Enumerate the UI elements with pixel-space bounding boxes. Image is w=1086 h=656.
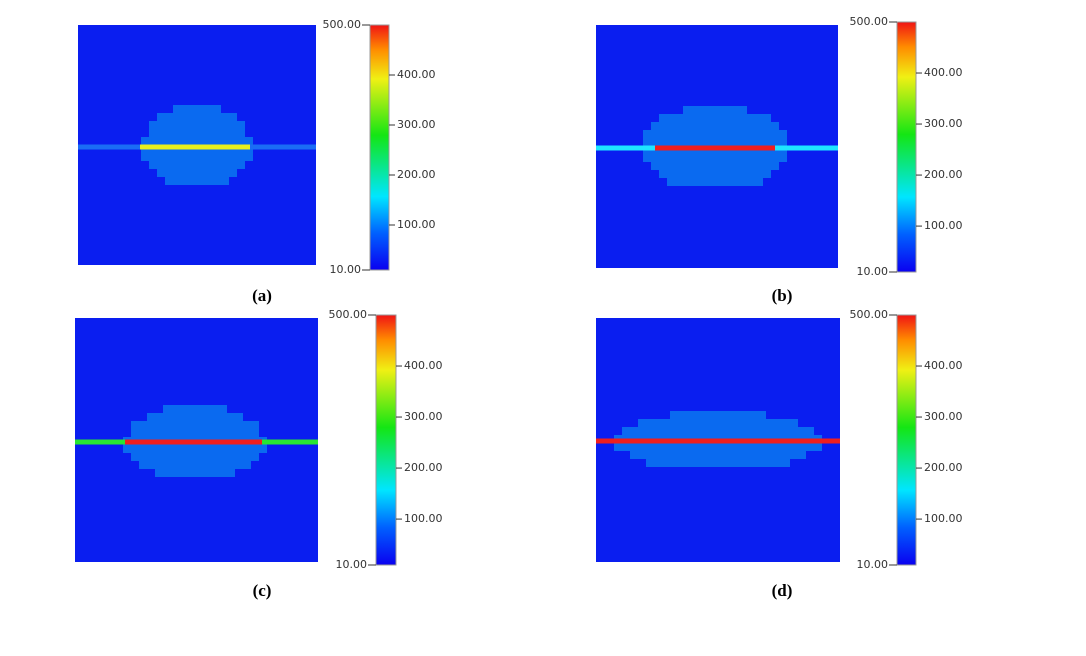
tick-label: 300.00: [397, 118, 436, 131]
melt-region: [638, 419, 798, 427]
panel-label: (d): [772, 581, 793, 600]
tick-label: 100.00: [924, 512, 963, 525]
tick-label: 300.00: [924, 117, 963, 130]
tick-label: 500.00: [850, 308, 889, 321]
melt-region: [149, 129, 245, 137]
melt-region: [157, 113, 237, 121]
melt-region: [643, 138, 787, 146]
panel-label: (c): [253, 581, 272, 600]
tick-label: 500.00: [850, 15, 889, 28]
tick-label: 300.00: [924, 410, 963, 423]
tick-label: 10.00: [330, 263, 362, 276]
tick-label: 500.00: [323, 18, 362, 31]
melt-region: [646, 459, 790, 467]
melt-region: [141, 153, 253, 161]
tick-label: 10.00: [857, 265, 889, 278]
panel-label: (b): [772, 286, 793, 305]
melt-region: [123, 445, 267, 453]
tick-label: 10.00: [857, 558, 889, 571]
melt-region: [614, 443, 822, 451]
melt-region: [131, 421, 259, 429]
melt-region: [155, 469, 235, 477]
melt-region: [163, 405, 227, 413]
tick-label: 400.00: [924, 359, 963, 372]
colorbar: [896, 21, 917, 273]
tick-label: 100.00: [397, 218, 436, 231]
melt-region: [157, 169, 237, 177]
melt-region: [173, 105, 221, 113]
melt-region: [131, 429, 259, 437]
line-inner: [140, 144, 250, 150]
melt-region: [149, 121, 245, 129]
melt-region: [139, 461, 251, 469]
line-inner: [655, 145, 775, 151]
line-inner: [615, 438, 812, 444]
melt-region: [147, 413, 243, 421]
tick-label: 300.00: [404, 410, 443, 423]
melt-region: [651, 122, 779, 130]
tick-label: 500.00: [329, 308, 368, 321]
melt-region: [622, 427, 814, 435]
melt-region: [643, 130, 787, 138]
melt-region: [131, 453, 259, 461]
panel-label: (a): [252, 286, 272, 305]
colorbar: [369, 24, 390, 271]
line-inner: [125, 439, 262, 445]
tick-label: 200.00: [397, 168, 436, 181]
melt-region: [149, 161, 245, 169]
melt-region: [659, 170, 771, 178]
tick-label: 200.00: [924, 168, 963, 181]
melt-region: [630, 451, 806, 459]
melt-region: [165, 177, 229, 185]
melt-region: [141, 137, 253, 145]
tick-label: 10.00: [336, 558, 368, 571]
tick-label: 200.00: [404, 461, 443, 474]
melt-region: [670, 411, 766, 419]
tick-label: 400.00: [397, 68, 436, 81]
melt-region: [667, 178, 763, 186]
colorbar: [896, 314, 917, 566]
tick-label: 400.00: [924, 66, 963, 79]
tick-label: 100.00: [404, 512, 443, 525]
melt-region: [651, 162, 779, 170]
colorbar: [375, 314, 397, 566]
tick-label: 400.00: [404, 359, 443, 372]
melt-region: [683, 106, 747, 114]
melt-region: [643, 154, 787, 162]
tick-label: 200.00: [924, 461, 963, 474]
melt-region: [659, 114, 771, 122]
tick-label: 100.00: [924, 219, 963, 232]
